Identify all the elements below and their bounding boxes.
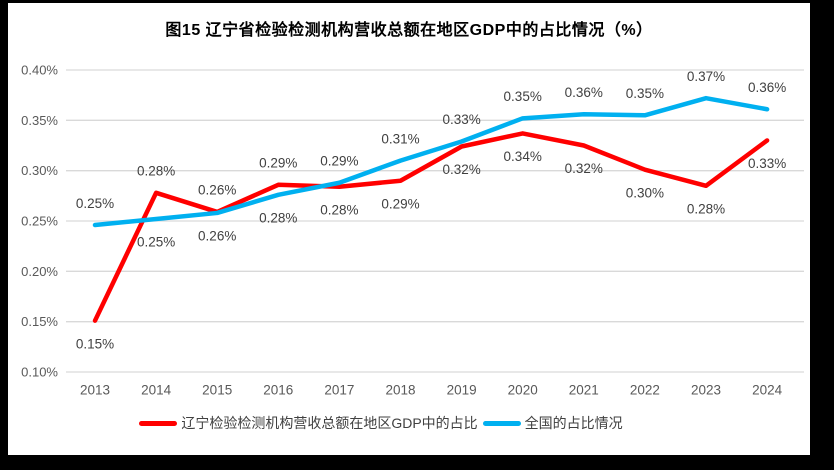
data-label: 0.26%: [198, 183, 236, 198]
x-tick-label: 2018: [385, 383, 415, 398]
legend-blue-line-icon: [482, 420, 521, 426]
legend-item-liaoning: 辽宁检验检测机构营收总额在地区GDP中的占比: [139, 413, 478, 433]
line-chart: 0.40%0.35%0.30%0.25%0.20%0.15%0.10%2013 2…: [21, 63, 804, 398]
data-label: 0.28%: [687, 201, 725, 216]
data-label: 0.37%: [687, 69, 725, 84]
y-tick-label: 0.35%: [21, 113, 58, 128]
data-label: 0.35%: [626, 86, 664, 101]
legend-red-line-icon: [139, 420, 178, 426]
x-tick-label: 2019: [447, 383, 477, 398]
data-label: 0.36%: [565, 85, 603, 100]
y-axis-labels: 0.40% 0.35% 0.30% 0.25% 0.20% 0.15% 0.10%: [21, 63, 58, 380]
x-tick-label: 2022: [630, 383, 660, 398]
series-line-national: [92, 95, 770, 228]
data-label: 0.32%: [442, 162, 480, 177]
data-label: 0.25%: [137, 235, 175, 250]
x-tick-label: 2014: [141, 383, 172, 398]
data-label: 0.32%: [565, 161, 603, 176]
data-label: 0.33%: [748, 156, 786, 171]
y-tick-label: 0.15%: [21, 314, 58, 329]
data-label: 0.28%: [259, 211, 297, 226]
chart-title: 图15 辽宁省检验检测机构营收总额在地区GDP中的占比情况（%）: [165, 22, 653, 39]
series-labels-national: 0.25% 0.25% 0.26% 0.28% 0.29% 0.31% 0.33% 0.35%…: [76, 69, 786, 250]
gridlines: [66, 69, 804, 373]
legend-label-national: 全国的占比情况: [524, 415, 623, 431]
y-tick-label: 0.10%: [21, 365, 58, 380]
data-label: 0.28%: [137, 164, 175, 179]
legend-label-liaoning: 辽宁检验检测机构营收总额在地区GDP中的占比: [181, 415, 478, 431]
x-tick-label: 2017: [324, 383, 354, 398]
data-label: 0.29%: [320, 153, 358, 168]
data-label: 0.33%: [442, 112, 480, 127]
data-label: 0.29%: [259, 155, 297, 170]
data-label: 0.26%: [198, 229, 236, 244]
data-label: 0.28%: [320, 202, 358, 217]
y-tick-label: 0.25%: [21, 214, 58, 229]
x-tick-label: 2021: [569, 383, 599, 398]
x-tick-label: 2015: [202, 383, 232, 398]
y-tick-label: 0.20%: [21, 264, 58, 279]
legend-item-national: 全国的占比情况: [482, 413, 623, 433]
y-tick-label: 0.40%: [21, 63, 58, 78]
x-axis-labels: 2013 2014 2015 2016 2017 2018 2019 2020 2021 2022…: [80, 383, 783, 398]
x-tick-label: 2023: [691, 383, 721, 398]
data-label: 0.36%: [748, 80, 786, 95]
x-tick-label: 2024: [752, 383, 783, 398]
legend: 辽宁检验检测机构营收总额在地区GDP中的占比 全国的占比情况: [0, 413, 782, 433]
x-tick-label: 2020: [508, 383, 538, 398]
data-label: 0.15%: [76, 336, 114, 351]
series-line-liaoning: [92, 131, 770, 323]
data-label: 0.35%: [504, 89, 542, 104]
x-tick-label: 2016: [263, 383, 293, 398]
data-label: 0.34%: [504, 149, 542, 164]
data-label: 0.29%: [381, 196, 419, 211]
series-labels-liaoning: 0.15% 0.28% 0.26% 0.29% 0.28% 0.29% 0.32% 0.34%…: [76, 149, 786, 351]
data-label: 0.25%: [76, 196, 114, 211]
data-label: 0.30%: [626, 185, 664, 200]
data-label: 0.31%: [381, 131, 419, 146]
y-tick-label: 0.30%: [21, 163, 58, 178]
x-tick-label: 2013: [80, 383, 110, 398]
chart-area: 图15 辽宁省检验检测机构营收总额在地区GDP中的占比情况（%） 0.40% 0.…: [8, 3, 810, 455]
